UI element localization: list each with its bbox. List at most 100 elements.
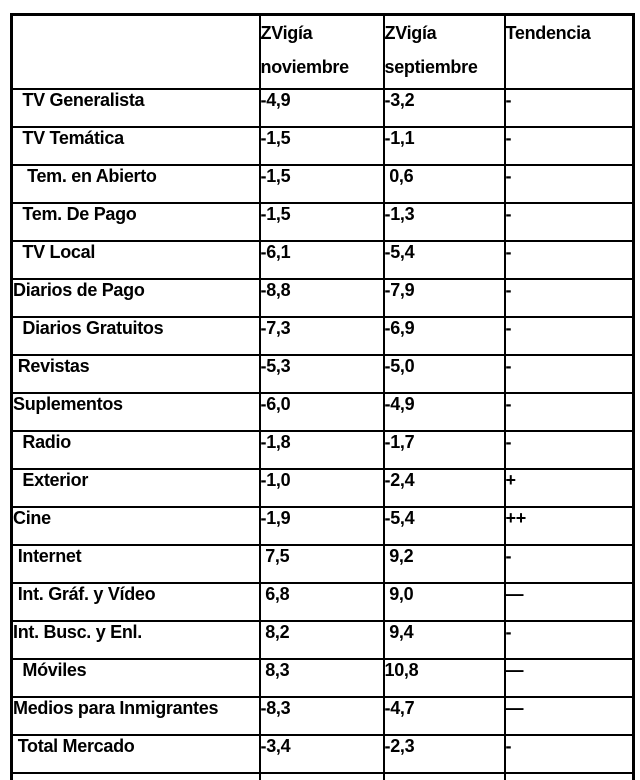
value-november-cell: 7,5: [258, 543, 385, 584]
header-zvigia-septiembre-line1: ZVigía: [384, 23, 437, 43]
table-row: Exterior -1,0 -2,4 +: [10, 467, 635, 508]
value-september-cell: -1,1: [382, 125, 506, 166]
value-september-cell: -1,7: [382, 429, 506, 470]
trend-cell: —: [503, 695, 635, 736]
trend-cell: -: [503, 543, 635, 584]
row-label-cell: TV Local: [10, 239, 261, 280]
media-investment-table: ZVigía noviembre ZVigía septiembre Tendenc…: [10, 13, 635, 780]
row-label-cell: Tem. De Pago: [10, 201, 261, 242]
row-label-cell: Int. Gráf. y Vídeo: [10, 581, 261, 622]
trend-cell: -: [503, 353, 635, 394]
table-row: Medios para Inmigrantes -8,3 -4,7—: [10, 695, 635, 736]
table-row: TV Temática -1,5 -1,1-: [10, 125, 635, 166]
value-november-cell: -8,8: [258, 277, 385, 318]
trend-cell: ++: [503, 505, 635, 546]
header-zvigia-noviembre-line1: ZVigía: [260, 23, 313, 43]
value-november-cell: -5,3: [258, 353, 385, 394]
value-september-cell: -2,3: [382, 733, 506, 774]
row-label-cell: Diarios Gratuitos: [10, 315, 261, 356]
row-label-cell: Tem. en Abierto: [10, 163, 261, 204]
value-september-cell: -3,2: [382, 87, 506, 128]
header-row: ZVigía noviembre ZVigía septiembre Tendenc…: [10, 13, 635, 90]
table-row: Radio -1,8 -1,7-: [10, 429, 635, 470]
trend-cell: -: [503, 733, 635, 774]
value-november-cell: -6,0: [258, 391, 385, 432]
table-row: Cine -1,9 -5,4 ++: [10, 505, 635, 546]
trend-cell: +: [503, 467, 635, 508]
cutoff-cell: [10, 771, 261, 780]
value-september-cell: 9,4: [382, 619, 506, 660]
value-november-cell: 8,2: [258, 619, 385, 660]
header-zvigia-septiembre: ZVigía septiembre: [382, 13, 506, 90]
value-september-cell: -4,7: [382, 695, 506, 736]
trend-cell: -: [503, 277, 635, 318]
trend-cell: -: [503, 125, 635, 166]
cutoff-cell: [382, 771, 506, 780]
trend-cell: -: [503, 619, 635, 660]
value-november-cell: -1,5: [258, 201, 385, 242]
row-label-cell: Revistas: [10, 353, 261, 394]
header-empty-cell: [10, 13, 261, 90]
row-label-cell: TV Temática: [10, 125, 261, 166]
value-november-cell: -7,3: [258, 315, 385, 356]
table-row: Tem. en Abierto -1,5 0,6-: [10, 163, 635, 204]
value-september-cell: -4,9: [382, 391, 506, 432]
row-label-cell: Diarios de Pago: [10, 277, 261, 318]
row-label-cell: TV Generalista: [10, 87, 261, 128]
row-label-cell: Suplementos: [10, 391, 261, 432]
trend-cell: -: [503, 429, 635, 470]
value-september-cell: 9,2: [382, 543, 506, 584]
header-tendencia: Tendencia: [503, 13, 635, 90]
cutoff-cell: [258, 771, 385, 780]
value-september-cell: -2,4: [382, 467, 506, 508]
value-november-cell: -6,1: [258, 239, 385, 280]
row-label-cell: Internet: [10, 543, 261, 584]
value-september-cell: 0,6: [382, 163, 506, 204]
trend-cell: —: [503, 657, 635, 698]
table-row: Diarios de Pago -8,8 -7,9-: [10, 277, 635, 318]
value-november-cell: -1,8: [258, 429, 385, 470]
table-row: TV Local -6,1 -5,4-: [10, 239, 635, 280]
table-row: TV Generalista -4,9 -3,2-: [10, 87, 635, 128]
value-november-cell: -1,5: [258, 163, 385, 204]
row-label-cell: Exterior: [10, 467, 261, 508]
value-november-cell: -1,9: [258, 505, 385, 546]
row-label-cell: Int. Busc. y Enl.: [10, 619, 261, 660]
row-label-cell: Móviles: [10, 657, 261, 698]
cutoff-cell: [503, 771, 635, 780]
trend-cell: -: [503, 239, 635, 280]
table-row: Móviles 8,3 10,8—: [10, 657, 635, 698]
table-row: Tem. De Pago -1,5 -1,3-: [10, 201, 635, 242]
value-november-cell: 6,8: [258, 581, 385, 622]
table-row: Int. Busc. y Enl. 8,2 9,4-: [10, 619, 635, 660]
value-november-cell: -3,4: [258, 733, 385, 774]
table-row: Total Mercado -3,4 -2,3-: [10, 733, 635, 774]
row-label-cell: Radio: [10, 429, 261, 470]
trend-cell: —: [503, 581, 635, 622]
trend-cell: -: [503, 391, 635, 432]
table-row: Int. Gráf. y Vídeo 6,8 9,0—: [10, 581, 635, 622]
value-november-cell: -4,9: [258, 87, 385, 128]
value-september-cell: -5,4: [382, 239, 506, 280]
table-body: TV Generalista -4,9 -3,2- TV Temática -1,5-…: [10, 87, 635, 780]
value-november-cell: -1,5: [258, 125, 385, 166]
table-row: Diarios Gratuitos -7,3 -6,9-: [10, 315, 635, 356]
cutoff-row: [10, 771, 635, 780]
value-september-cell: -5,0: [382, 353, 506, 394]
value-september-cell: 9,0: [382, 581, 506, 622]
trend-cell: -: [503, 201, 635, 242]
table-header: ZVigía noviembre ZVigía septiembre Tendenc…: [10, 13, 635, 90]
header-zvigia-noviembre-line2: noviembre: [260, 57, 350, 77]
value-november-cell: 8,3: [258, 657, 385, 698]
value-september-cell: -6,9: [382, 315, 506, 356]
value-september-cell: -1,3: [382, 201, 506, 242]
value-november-cell: -1,0: [258, 467, 385, 508]
table-row: Internet 7,5 9,2-: [10, 543, 635, 584]
value-november-cell: -8,3: [258, 695, 385, 736]
header-zvigia-noviembre: ZVigía noviembre: [258, 13, 385, 90]
table-row: Suplementos -6,0 -4,9-: [10, 391, 635, 432]
value-september-cell: 10,8: [382, 657, 506, 698]
trend-cell: -: [503, 163, 635, 204]
value-september-cell: -7,9: [382, 277, 506, 318]
